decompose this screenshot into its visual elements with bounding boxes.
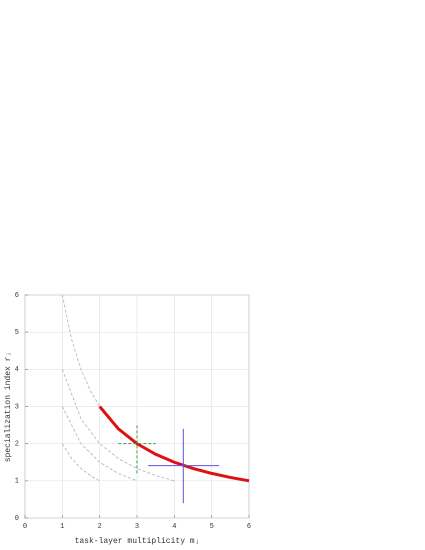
x-tick-label: 2 [98, 523, 102, 531]
y-tick-label: 1 [15, 478, 19, 486]
curve [61, 294, 101, 407]
curve [61, 406, 138, 482]
curve [61, 369, 175, 482]
y-tick-label: 0 [15, 515, 19, 523]
y-axis-label: specialization index rⱼ [4, 352, 13, 462]
y-tick-label: 4 [15, 366, 19, 374]
x-tick-label: 0 [23, 523, 27, 531]
curve [61, 443, 100, 482]
x-tick-label: 4 [172, 523, 176, 531]
x-axis-label: task-layer multiplicity mⱼ [75, 537, 200, 546]
x-tick-label: 6 [247, 523, 251, 531]
y-tick-label: 5 [15, 329, 19, 337]
x-tick-label: 5 [210, 523, 214, 531]
curve [98, 405, 250, 483]
x-tick-label: 1 [60, 523, 64, 531]
y-tick-label: 2 [15, 441, 19, 449]
y-tick-label: 3 [15, 403, 19, 411]
y-tick-label: 6 [15, 292, 19, 300]
x-tick-label: 3 [135, 523, 139, 531]
